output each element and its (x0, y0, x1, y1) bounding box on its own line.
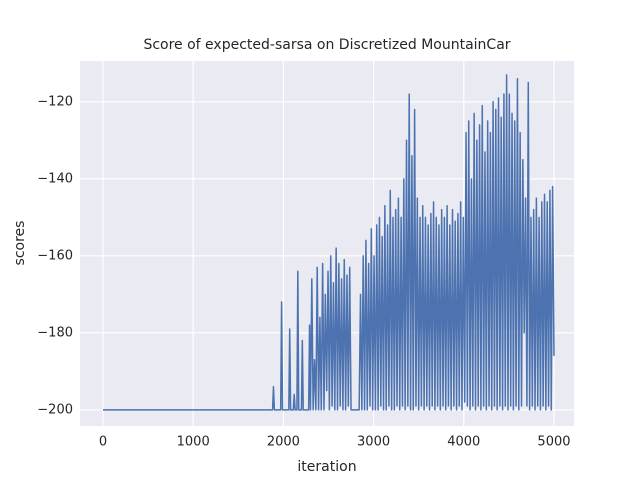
x-tick-label: 4000 (447, 435, 480, 450)
x-tick-label: 1000 (177, 435, 210, 450)
chart-title: Score of expected-sarsa on Discretized M… (143, 37, 510, 53)
y-tick-label: −180 (37, 325, 73, 340)
y-tick-label: −120 (37, 94, 73, 109)
y-tick-label: −140 (37, 171, 73, 186)
y-tick-label: −160 (37, 248, 73, 263)
y-axis-label: scores (12, 221, 28, 266)
y-tick-label: −200 (37, 402, 73, 417)
x-tick-label: 5000 (537, 435, 570, 450)
x-axis-label: iteration (297, 459, 356, 475)
x-tick-label: 2000 (267, 435, 300, 450)
x-tick-label: 3000 (357, 435, 390, 450)
line (103, 74, 555, 411)
x-tick-label: 0 (99, 435, 107, 450)
